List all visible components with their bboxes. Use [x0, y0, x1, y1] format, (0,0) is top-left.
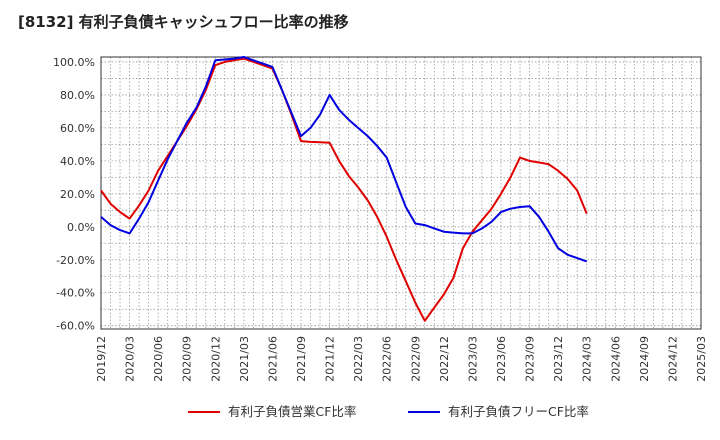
- y-tick-label: 100.0%: [53, 56, 95, 69]
- series-line-free-cf: [100, 56, 588, 263]
- x-tick-label: 2023/12: [552, 336, 565, 382]
- x-tick-label: 2022/09: [409, 336, 422, 382]
- x-tick-label: 2024/03: [581, 336, 594, 382]
- x-tick-label: 2024/12: [666, 336, 679, 382]
- legend-label: 有利子負債営業CF比率: [228, 404, 356, 419]
- x-tick-label: 2023/06: [495, 336, 508, 382]
- x-tick-label: 2021/03: [238, 336, 251, 382]
- x-tick-label: 2021/12: [324, 336, 337, 382]
- x-tick-label: 2020/06: [152, 336, 165, 382]
- x-tick-label: 2025/03: [695, 336, 708, 382]
- x-tick-label: 2024/09: [638, 336, 651, 382]
- x-tick-label: 2022/03: [352, 336, 365, 382]
- x-tick-label: 2023/03: [466, 336, 479, 382]
- y-tick-label: 80.0%: [60, 89, 95, 102]
- y-tick-label: 0.0%: [67, 221, 95, 234]
- y-tick-label: 60.0%: [60, 122, 95, 135]
- plot-frame: [100, 56, 702, 330]
- series-line-operating-cf: [100, 57, 588, 322]
- y-tick-label: -60.0%: [56, 320, 95, 333]
- x-tick-label: 2024/06: [609, 336, 622, 382]
- x-tick-label: 2023/09: [524, 336, 537, 382]
- y-tick-label: -20.0%: [56, 254, 95, 267]
- x-tick-label: 2021/09: [295, 336, 308, 382]
- x-tick-label: 2021/06: [266, 336, 279, 382]
- x-tick-label: 2022/12: [438, 336, 451, 382]
- chart-title: [8132] 有利子負債キャッシュフロー比率の推移: [18, 13, 349, 31]
- x-tick-label: 2020/03: [124, 336, 137, 382]
- y-tick-label: 40.0%: [60, 155, 95, 168]
- x-tick-label: 2020/12: [209, 336, 222, 382]
- legend-label: 有利子負債フリーCF比率: [448, 404, 589, 419]
- x-tick-label: 2019/12: [95, 336, 108, 382]
- x-tick-label: 2022/06: [381, 336, 394, 382]
- x-tick-label: 2020/09: [181, 336, 194, 382]
- y-tick-label: -40.0%: [56, 287, 95, 300]
- y-tick-label: 20.0%: [60, 188, 95, 201]
